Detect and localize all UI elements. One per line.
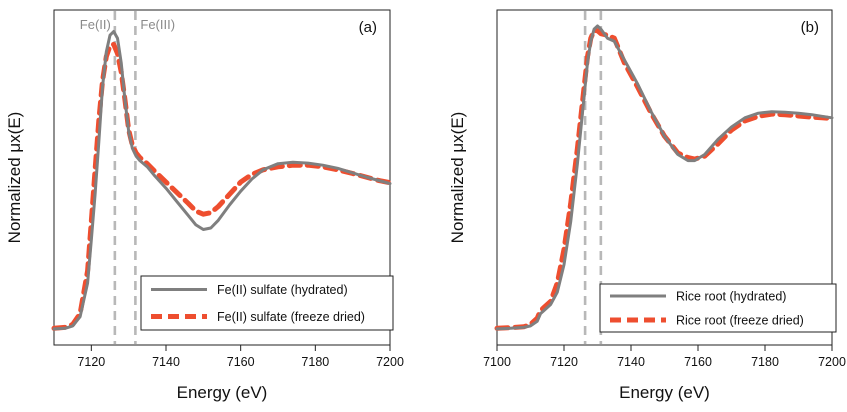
legend-label: Rice root (freeze dried) [676,314,804,328]
legend-box-b [599,283,837,333]
reference-line-label: Fe(III) [140,17,175,32]
legend-label: Rice root (hydrated) [676,290,786,304]
x-tick-label: 7160 [227,355,255,369]
series-line-b-1 [495,24,834,331]
x-tick-label: 7120 [550,355,578,369]
legend-box-a [140,275,394,331]
plot-frame-a [53,9,391,346]
x-tick-label: 7100 [483,355,511,369]
y-axis-title: Normalized μx(E) [448,112,467,244]
x-tick-label: 7180 [301,355,329,369]
x-tick-label: 7200 [376,355,404,369]
x-axis-title: Energy (eV) [619,383,710,402]
series-line-b-2 [494,28,835,331]
series-line-a-1 [52,30,392,331]
panel-label: (a) [359,19,377,36]
x-tick-label: 7140 [152,355,180,369]
y-axis-title: Normalized μx(E) [5,112,24,244]
panel-label: (b) [801,19,819,36]
legend-label: Fe(II) sulfate (freeze dried) [217,310,365,324]
x-tick-label: 7180 [751,355,779,369]
x-tick-label: 7160 [684,355,712,369]
plot-frame-b [496,9,833,346]
reference-line-label: Fe(II) [80,17,111,32]
x-tick-label: 7200 [818,355,846,369]
series-line-a-2 [51,41,393,331]
x-tick-label: 7120 [77,355,105,369]
x-tick-label: 7140 [617,355,645,369]
x-axis-title: Energy (eV) [177,383,268,402]
legend-label: Fe(II) sulfate (hydrated) [217,283,348,297]
